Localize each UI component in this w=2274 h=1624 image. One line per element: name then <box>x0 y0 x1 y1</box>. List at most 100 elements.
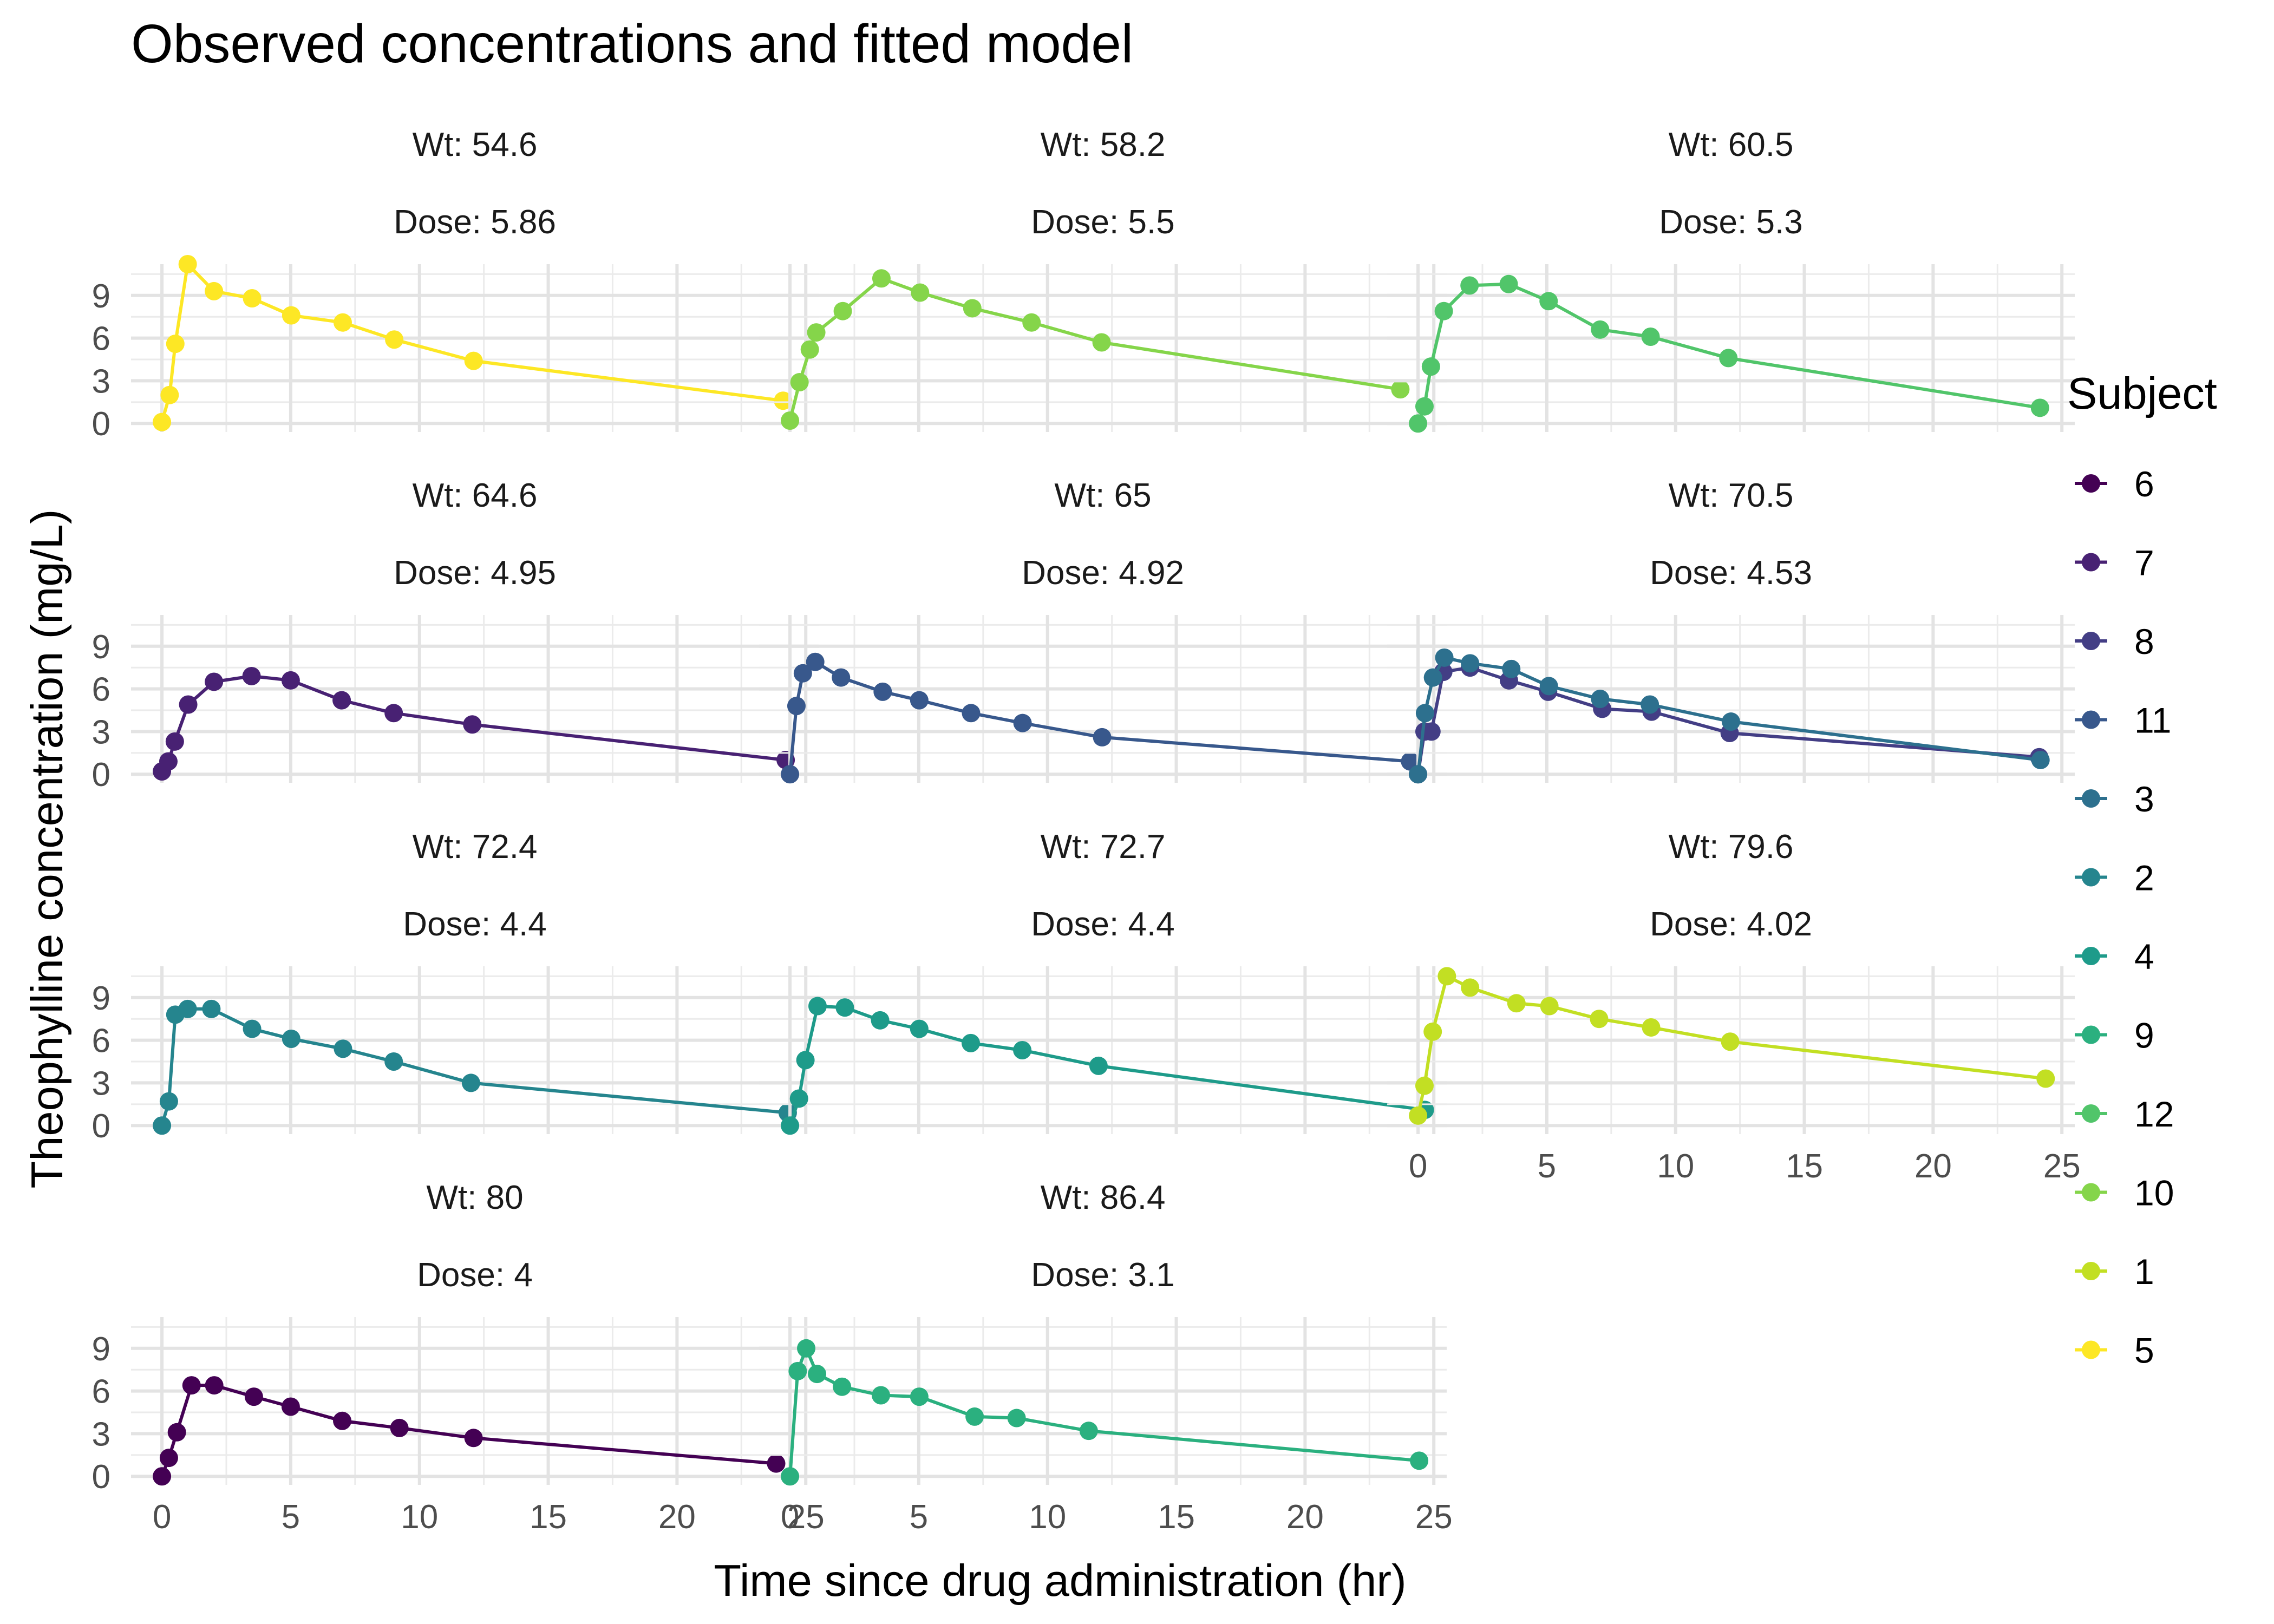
legend-item: 1 <box>2075 1252 2154 1292</box>
panel-strip-weight: Wt: 64.6 <box>413 477 538 514</box>
legend-key-point <box>2082 474 2100 493</box>
panel-strip-weight: Wt: 80 <box>426 1179 523 1216</box>
data-point-subject-10 <box>963 299 982 318</box>
data-point-subject-9 <box>808 1365 827 1384</box>
data-point-subject-4 <box>1089 1056 1108 1075</box>
data-point-subject-7 <box>159 752 178 771</box>
data-point-subject-6 <box>159 1449 178 1468</box>
data-point-subject-4 <box>871 1011 890 1030</box>
panel-strip-dose: Dose: 4.02 <box>1650 906 1812 943</box>
panel-strip-dose: Dose: 5.86 <box>394 204 556 241</box>
legend-label: 10 <box>2134 1173 2174 1213</box>
data-point-subject-4 <box>781 1116 800 1135</box>
data-point-subject-9 <box>910 1387 929 1406</box>
facet-panel: Wt: 58.2 Dose: 5.5 <box>759 126 1447 432</box>
data-point-subject-5 <box>153 412 172 431</box>
data-point-subject-6 <box>333 1411 352 1430</box>
legend-key-point <box>2082 553 2100 572</box>
y-tick-label: 9 <box>92 628 110 666</box>
data-point-subject-4 <box>1013 1041 1032 1059</box>
facet-panel: Wt: 86.4 Dose: 3.1 0 5 10 15 20 25 <box>759 1179 1453 1536</box>
y-tick-label: 3 <box>92 1065 110 1102</box>
legend-key-point <box>2082 1025 2100 1044</box>
data-point-subject-11 <box>962 704 981 723</box>
panel-strip-weight: Wt: 86.4 <box>1041 1179 1166 1216</box>
y-tick-label: 3 <box>92 1416 110 1453</box>
x-tick-label: 20 <box>1914 1148 1952 1185</box>
data-point-subject-7 <box>463 715 482 734</box>
panel-strip-weight: Wt: 60.5 <box>1669 126 1794 163</box>
legend-label: 2 <box>2134 858 2154 898</box>
facet-panel: Wt: 65 Dose: 4.92 <box>759 477 1447 784</box>
data-point-subject-7 <box>179 695 198 714</box>
data-point-subject-11 <box>1013 713 1032 732</box>
y-tick-label: 0 <box>92 405 110 443</box>
facet-panel: Wt: 54.6 Dose: 5.86 0 3 6 9 <box>92 126 819 443</box>
data-point-subject-3 <box>1502 659 1521 678</box>
x-tick-label: 5 <box>282 1498 300 1536</box>
data-point-subject-9 <box>833 1377 852 1396</box>
data-point-subject-4 <box>835 998 854 1017</box>
x-tick-label: 10 <box>401 1498 438 1536</box>
data-point-subject-2 <box>384 1052 403 1071</box>
data-point-subject-5 <box>205 281 224 300</box>
legend-item: 7 <box>2075 543 2154 583</box>
data-point-subject-12 <box>1460 276 1479 295</box>
data-point-subject-1 <box>1437 967 1456 986</box>
data-point-subject-12 <box>1415 397 1434 416</box>
data-point-subject-12 <box>1719 349 1738 368</box>
panel-strip-dose: Dose: 4.4 <box>403 906 546 943</box>
data-point-subject-10 <box>807 323 826 342</box>
data-point-subject-12 <box>1421 357 1440 376</box>
x-tick-label: 5 <box>1538 1148 1556 1185</box>
y-tick-label: 6 <box>92 1373 110 1411</box>
facet-panel: Wt: 64.6 Dose: 4.95 0 3 6 9 <box>92 477 819 794</box>
data-point-subject-12 <box>1434 302 1453 320</box>
facet-panel: Wt: 60.5 Dose: 5.3 <box>1387 126 2075 433</box>
data-point-subject-3 <box>1591 690 1610 708</box>
x-tick-label: 10 <box>1029 1498 1066 1536</box>
panel-strip-weight: Wt: 58.2 <box>1041 126 1166 163</box>
data-point-subject-10 <box>911 283 930 302</box>
data-point-subject-3 <box>1461 654 1480 673</box>
data-point-subject-3 <box>1539 677 1558 696</box>
panel-strip-weight: Wt: 79.6 <box>1669 828 1794 866</box>
y-tick-label: 0 <box>92 1458 110 1496</box>
x-tick-label: 20 <box>658 1498 696 1536</box>
data-point-subject-11 <box>787 697 806 716</box>
data-point-subject-1 <box>2036 1069 2055 1088</box>
data-point-subject-4 <box>910 1019 929 1038</box>
data-point-subject-6 <box>153 1467 172 1486</box>
data-point-subject-12 <box>1499 274 1518 293</box>
legend-title: Subject <box>2067 368 2217 418</box>
panel-strip-dose: Dose: 4 <box>417 1256 533 1294</box>
data-point-subject-9 <box>965 1407 984 1426</box>
facet-panel: Wt: 72.7 Dose: 4.4 <box>759 828 1447 1135</box>
data-point-subject-10 <box>800 340 819 359</box>
data-point-subject-5 <box>282 306 300 325</box>
legend-label: 7 <box>2134 543 2154 583</box>
data-point-subject-9 <box>781 1467 800 1486</box>
data-point-subject-5 <box>333 313 352 332</box>
data-point-subject-2 <box>178 999 197 1018</box>
data-point-subject-2 <box>461 1073 480 1092</box>
data-point-subject-10 <box>833 302 852 320</box>
data-point-subject-1 <box>1507 994 1526 1013</box>
panel-strip-dose: Dose: 4.92 <box>1022 554 1184 592</box>
legend-key-point <box>2082 632 2100 650</box>
legend-item: 2 <box>2075 858 2154 898</box>
legend-item: 6 <box>2075 464 2154 504</box>
data-point-subject-3 <box>1423 668 1442 687</box>
data-point-subject-5 <box>385 330 404 349</box>
data-point-subject-3 <box>1722 712 1740 731</box>
x-tick-label: 25 <box>787 1498 825 1536</box>
y-axis-label: Theophylline concentration (mg/L) <box>22 509 72 1189</box>
data-point-subject-2 <box>282 1029 300 1048</box>
legend-items: 6 7 8 11 3 2 4 9 12 10 1 5 <box>2075 464 2174 1371</box>
data-point-subject-11 <box>1093 728 1112 746</box>
data-point-subject-10 <box>1022 313 1041 332</box>
data-point-subject-3 <box>2031 750 2050 769</box>
data-point-subject-4 <box>961 1033 980 1052</box>
data-point-subject-2 <box>243 1019 262 1038</box>
data-point-subject-3 <box>1435 648 1454 667</box>
